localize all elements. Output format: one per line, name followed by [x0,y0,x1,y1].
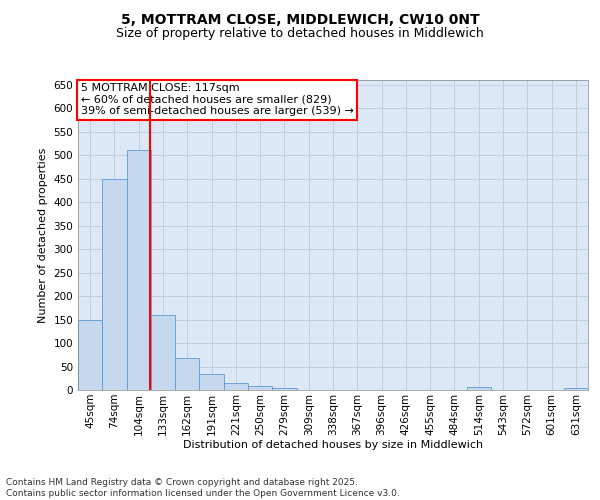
X-axis label: Distribution of detached houses by size in Middlewich: Distribution of detached houses by size … [183,440,483,450]
Bar [272,388,296,390]
Bar [224,383,248,390]
Bar [175,358,199,390]
Bar [199,374,224,390]
Text: Contains HM Land Registry data © Crown copyright and database right 2025.
Contai: Contains HM Land Registry data © Crown c… [6,478,400,498]
Bar [102,178,127,390]
Bar [127,150,151,390]
Text: Size of property relative to detached houses in Middlewich: Size of property relative to detached ho… [116,28,484,40]
Text: 5, MOTTRAM CLOSE, MIDDLEWICH, CW10 0NT: 5, MOTTRAM CLOSE, MIDDLEWICH, CW10 0NT [121,12,479,26]
Bar [151,315,175,390]
Y-axis label: Number of detached properties: Number of detached properties [38,148,48,322]
Bar [78,320,102,390]
Text: 5 MOTTRAM CLOSE: 117sqm
← 60% of detached houses are smaller (829)
39% of semi-d: 5 MOTTRAM CLOSE: 117sqm ← 60% of detache… [80,83,353,116]
Bar [467,387,491,390]
Bar [248,386,272,390]
Bar [564,388,588,390]
